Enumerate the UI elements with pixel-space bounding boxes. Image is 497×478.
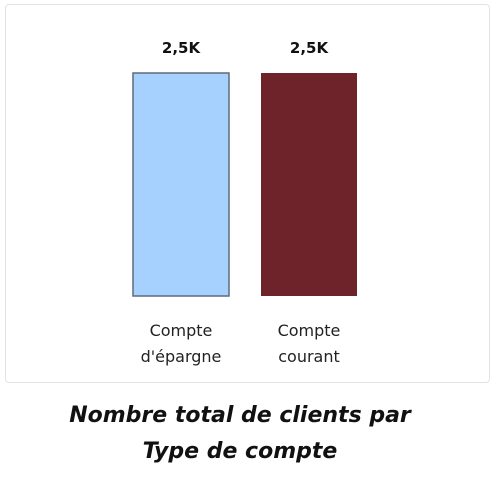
category-label-0-line-0: Compte <box>150 321 213 340</box>
chart-title-line-1: Nombre total de clients par <box>69 403 411 428</box>
category-label-1-line-1: courant <box>278 347 340 366</box>
category-label-1-line-0: Compte <box>278 321 341 340</box>
chart-title-line-2: Type de compte <box>142 439 338 464</box>
category-label-0-line-1: d'épargne <box>141 347 222 366</box>
bar-chart: 2,5K Compte d'épargne 2,5K Compte courant <box>132 39 357 366</box>
bar-1[interactable] <box>261 73 357 296</box>
data-label-0: 2,5K <box>162 39 202 57</box>
chart-title: Nombre total de clients par Type de comp… <box>0 398 480 470</box>
chart-card <box>5 4 490 383</box>
bar-0[interactable] <box>132 72 230 297</box>
data-label-1: 2,5K <box>290 39 330 57</box>
